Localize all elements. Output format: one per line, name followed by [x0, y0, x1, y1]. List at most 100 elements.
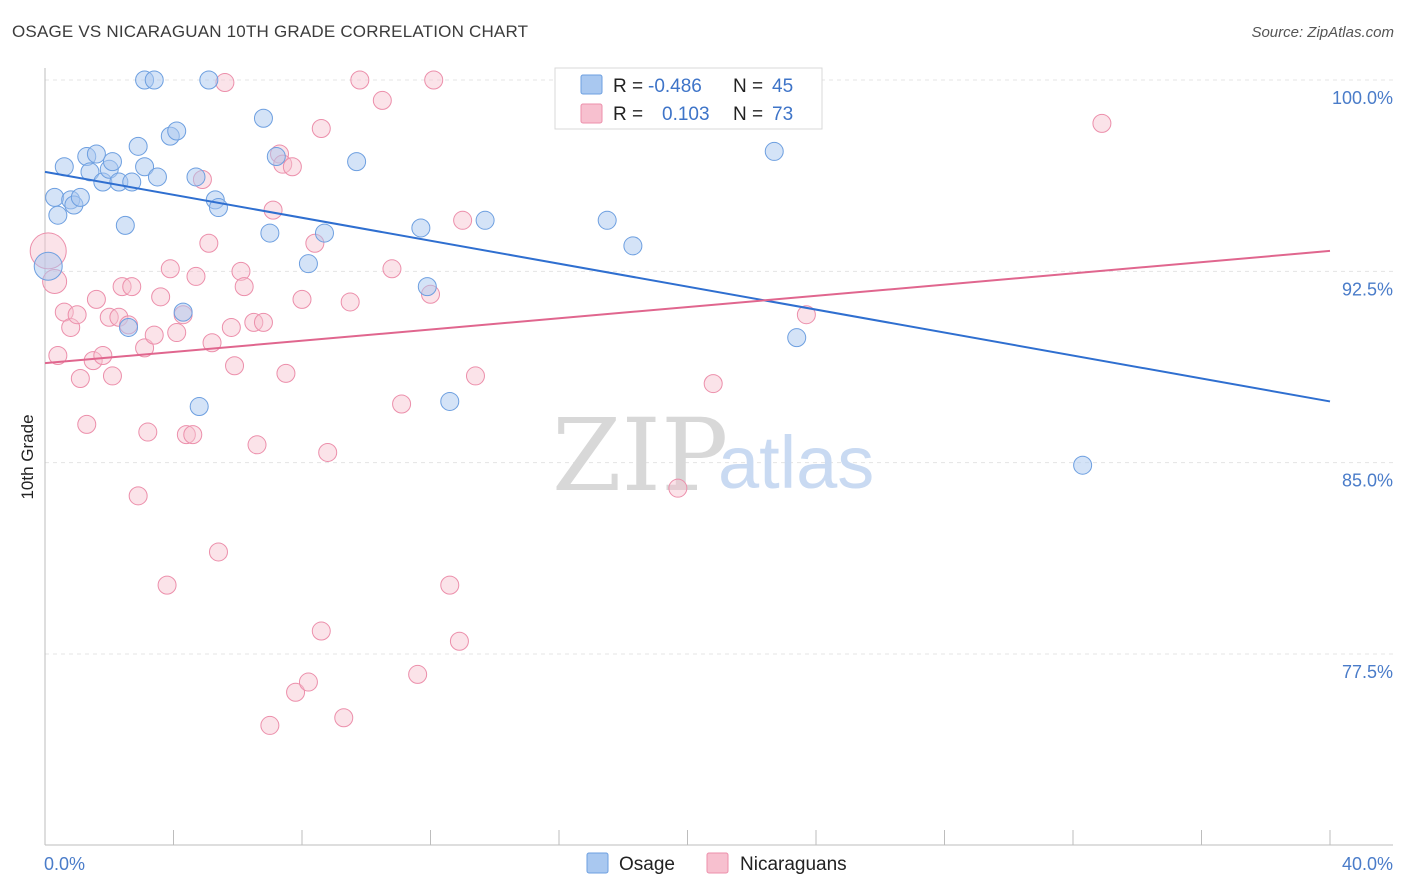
nicaraguans-point [263, 200, 283, 220]
nicaraguans-point [392, 394, 412, 414]
stats-legend-r-label-osage: R = [613, 76, 643, 97]
nicaraguans-point [703, 374, 723, 394]
nicaraguans-point [61, 317, 81, 337]
stats-legend-r-value-nicaraguans: 0.103 [662, 104, 710, 125]
osage-trend-line [44, 170, 1331, 403]
osage-point [54, 157, 74, 177]
nicaraguans-point [253, 312, 273, 332]
osage-point [440, 391, 460, 411]
osage-point [173, 302, 193, 322]
nicaraguans-point [160, 259, 180, 279]
nicaraguans-point [93, 346, 113, 366]
nicaraguans-point [244, 312, 264, 332]
nicaraguans-point [144, 325, 164, 345]
osage-point [597, 210, 617, 230]
osage-point [314, 223, 334, 243]
nicaraguans-point [225, 356, 245, 376]
axes [44, 68, 1393, 846]
nicaraguans-point [135, 338, 155, 358]
nicaraguans-point [424, 70, 444, 90]
stats-legend-n-value-osage: 45 [772, 76, 793, 97]
osage-point [253, 108, 273, 128]
nicaraguans-point [668, 478, 688, 498]
nicaraguans-point [86, 289, 106, 309]
osage-point [147, 167, 167, 187]
osage-points [33, 70, 1093, 475]
nicaraguans-point [215, 73, 235, 93]
nicaraguans-point [465, 366, 485, 386]
osage-point [1073, 455, 1093, 475]
nicaraguans-point [292, 289, 312, 309]
nicaraguans-point [260, 715, 280, 735]
nicaraguans-point [318, 442, 338, 462]
nicaraguans-trend-line [44, 249, 1331, 365]
stats-legend-swatch-osage [580, 74, 603, 95]
nicaraguans-point [334, 708, 354, 728]
y-tick-labels: 100.0% 92.5% 85.0% 77.5% [1332, 88, 1393, 682]
y-tick-label: 77.5% [1342, 662, 1393, 682]
stats-legend-n-label-nicaraguans: N = [733, 104, 763, 125]
nicaraguans-point [102, 366, 122, 386]
osage-point [189, 397, 209, 417]
nicaraguans-point [796, 305, 816, 325]
osage-point [135, 157, 155, 177]
osage-point [266, 147, 286, 167]
osage-point [199, 70, 219, 90]
osage-point [48, 205, 68, 225]
osage-point [260, 223, 280, 243]
osage-point [764, 141, 784, 161]
osage-point [417, 277, 437, 297]
nicaraguans-point [167, 323, 187, 343]
osage-point [33, 251, 63, 281]
osage-point [70, 187, 90, 207]
nicaraguans-point [231, 261, 251, 281]
nicaraguans-point [453, 210, 473, 230]
osage-point [115, 215, 135, 235]
y-axis-title: 10th Grade [18, 414, 37, 499]
nicaraguans-point [67, 305, 87, 325]
x-tick-labels: 0.0% 40.0% [44, 854, 1393, 874]
stats-legend-n-value-nicaraguans: 73 [772, 104, 793, 125]
watermark-atlas: atlas [718, 421, 874, 504]
nicaraguans-point [286, 682, 306, 702]
osage-point [167, 121, 187, 141]
nicaraguans-point [157, 575, 177, 595]
nicaraguans-point [372, 90, 392, 110]
osage-point [787, 328, 807, 348]
watermark: ZIP atlas [552, 397, 874, 514]
nicaraguans-point [234, 277, 254, 297]
nicaraguans-point [298, 672, 318, 692]
stats-legend: R = -0.486 N = 45 R = 0.103 N = 73 [554, 67, 823, 130]
series-legend: Osage Nicaraguans [586, 852, 847, 875]
osage-point [45, 187, 65, 207]
nicaraguans-point [340, 292, 360, 312]
grid-lines [45, 79, 1393, 655]
nicaraguans-point [99, 307, 119, 327]
osage-point [298, 254, 318, 274]
nicaraguans-point [382, 259, 402, 279]
source-note: Source: ZipAtlas.com [1251, 24, 1394, 41]
nicaraguans-point [1092, 113, 1112, 133]
osage-point [86, 144, 106, 164]
nicaraguans-point [311, 621, 331, 641]
osage-point [102, 152, 122, 172]
legend-swatch-nicaraguans [706, 852, 729, 874]
stats-legend-r-value-osage: -0.486 [648, 76, 702, 97]
osage-point [623, 236, 643, 256]
stats-legend-swatch-nicaraguans [580, 103, 603, 124]
nicaraguans-point [449, 631, 469, 651]
nicaraguans-point [186, 266, 206, 286]
legend-label-osage: Osage [619, 854, 675, 875]
nicaraguans-point [183, 425, 203, 445]
nicaraguans-point [282, 157, 302, 177]
nicaraguans-point [151, 287, 171, 307]
osage-point [411, 218, 431, 238]
osage-point [347, 152, 367, 172]
y-tick-label: 100.0% [1332, 88, 1393, 108]
osage-point [128, 136, 148, 156]
nicaraguans-point [138, 422, 158, 442]
nicaraguans-point [350, 70, 370, 90]
legend-label-nicaraguans: Nicaraguans [740, 854, 847, 875]
nicaraguans-point [48, 346, 68, 366]
